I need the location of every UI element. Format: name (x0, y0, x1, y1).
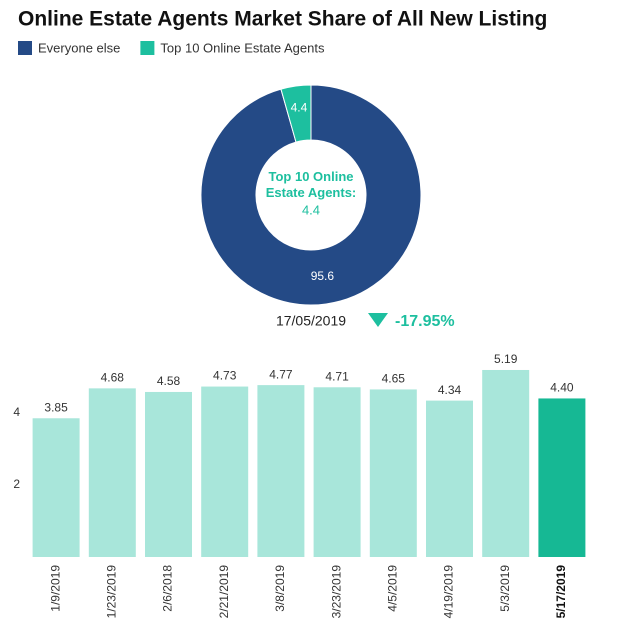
bar (482, 369, 530, 557)
value-label: 3.85 (44, 400, 68, 414)
x-tick-label: 2/6/2018 (161, 565, 175, 612)
value-label: 4.71 (325, 369, 349, 383)
bar (426, 400, 473, 557)
x-tick-label: 5/3/2019 (498, 565, 512, 612)
x-tick-label: 1/9/2019 (48, 565, 62, 612)
segment-label: 4.4 (291, 101, 308, 115)
legend-swatch (140, 41, 155, 55)
donut-segment (200, 84, 422, 306)
value-label: 4.58 (157, 374, 181, 388)
legend-swatch (18, 41, 32, 55)
bar (369, 389, 417, 557)
value-label: 4.34 (438, 383, 462, 397)
bar (201, 386, 249, 557)
x-tick-label: 4/5/2019 (385, 565, 399, 612)
x-tick-label: 5/17/2019 (554, 565, 568, 619)
value-label: 4.73 (213, 369, 237, 383)
change-label: -17.95% (395, 313, 455, 330)
donut-segment (280, 84, 312, 143)
x-tick-label: 3/8/2019 (273, 565, 287, 612)
segment-label: 95.6 (311, 269, 335, 283)
y-tick-label: 4 (13, 405, 20, 419)
bar (145, 391, 192, 557)
bar (88, 388, 136, 557)
x-tick-label: 4/19/2019 (442, 565, 456, 619)
y-tick-label: 2 (13, 477, 20, 491)
down-arrow-icon (368, 313, 388, 327)
bar (313, 387, 361, 557)
center-label: Top 10 Online Estate Agents: (266, 169, 357, 200)
value-label: 4.77 (269, 367, 293, 381)
date-label: 17/05/2019 (276, 313, 346, 329)
x-tick-label: 3/23/2019 (329, 565, 343, 619)
legend-label: Top 10 Online Estate Agents (160, 40, 325, 55)
value-label: 4.65 (382, 372, 406, 386)
center-value: 4.4 (302, 202, 320, 217)
x-tick-label: 2/21/2019 (217, 565, 231, 619)
bar (32, 418, 80, 557)
bar (538, 398, 586, 557)
x-tick-label: 1/23/2019 (104, 565, 118, 619)
bar (257, 385, 305, 557)
value-label: 4.40 (550, 381, 574, 395)
value-label: 5.19 (494, 352, 518, 366)
legend-label: Everyone else (38, 40, 120, 55)
value-label: 4.68 (101, 371, 125, 385)
chart-title: Online Estate Agents Market Share of All… (18, 8, 547, 31)
